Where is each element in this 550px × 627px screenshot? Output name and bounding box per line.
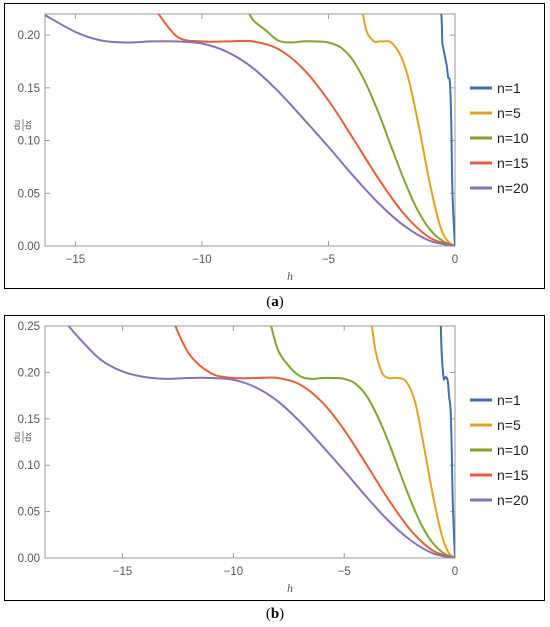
chart-b-xtick-label: 0 bbox=[452, 566, 458, 578]
chart-a-series-line-n=15 bbox=[157, 14, 455, 246]
chart-a-xtick-label: 0 bbox=[452, 254, 458, 266]
chart-a-xtick-label: −10 bbox=[192, 254, 212, 266]
chart-a-ytick-label: 0.00 bbox=[18, 241, 40, 253]
chart-a-y-axis-label: du dx bbox=[12, 119, 33, 131]
chart-a-x-axis-label: h bbox=[287, 269, 293, 283]
chart-b-ytick-label: 0.15 bbox=[18, 414, 40, 426]
chart-b-ytick-label: 0.00 bbox=[18, 553, 40, 565]
chart-b-ytick-label: 0.25 bbox=[18, 321, 40, 333]
chart-panel-b: −15 −10 −5 0 0.00 0.05 0.10 0.15 0.20 0.25 h du dx n=… bbox=[4, 315, 545, 601]
chart-a-ytick-label: 0.05 bbox=[18, 188, 40, 200]
chart-a-y-axis-label-num: du bbox=[12, 120, 22, 130]
chart-b-legend-label: n=20 bbox=[497, 492, 529, 508]
chart-a-legend-label: n=10 bbox=[497, 130, 529, 146]
chart-b-xtick-label: −15 bbox=[113, 566, 133, 578]
chart-b-series-line-n=1 bbox=[439, 326, 455, 558]
chart-b-y-axis-label: du dx bbox=[12, 431, 33, 443]
chart-b-legend-label: n=15 bbox=[497, 467, 529, 483]
chart-b-y-axis-label-num: du bbox=[12, 432, 22, 442]
chart-a-legend-label: n=15 bbox=[497, 155, 529, 171]
chart-a-legend-label: n=1 bbox=[497, 80, 521, 96]
chart-b-series-line-n=20 bbox=[67, 326, 455, 558]
caption-a: (a) bbox=[266, 294, 284, 310]
chart-a-plot-frame bbox=[44, 13, 456, 247]
chart-a-svg: −15 −10 −5 0 0.00 0.05 0.10 0.15 0.20 h du dx n=1 n=5… bbox=[12, 13, 529, 283]
chart-a-series-line-n=20 bbox=[45, 14, 455, 246]
chart-b-x-axis-label: h bbox=[287, 581, 293, 595]
chart-b-ytick-label: 0.10 bbox=[18, 460, 40, 472]
chart-a-legend-label: n=5 bbox=[497, 105, 521, 121]
chart-a-y-axis-label-den: dx bbox=[23, 120, 33, 130]
chart-a-legend-label: n=20 bbox=[497, 180, 529, 196]
chart-b-y-axis-label-den: dx bbox=[23, 432, 33, 442]
chart-a-ytick-label: 0.15 bbox=[18, 83, 40, 95]
chart-b-plot-frame bbox=[44, 325, 456, 559]
chart-b-legend-label: n=1 bbox=[497, 392, 521, 408]
chart-a-series-line-n=5 bbox=[362, 14, 455, 246]
chart-panel-a: −15 −10 −5 0 0.00 0.05 0.10 0.15 0.20 h du dx n=1 n=5… bbox=[4, 3, 545, 289]
chart-b-series-line-n=15 bbox=[174, 326, 455, 558]
chart-a-xtick-label: −15 bbox=[66, 254, 86, 266]
chart-a-ytick-label: 0.10 bbox=[18, 136, 40, 148]
chart-b-legend-label: n=5 bbox=[497, 417, 521, 433]
chart-a-series-group bbox=[45, 14, 455, 246]
chart-a-series-line-n=10 bbox=[248, 14, 455, 246]
chart-a-ytick-label: 0.20 bbox=[18, 30, 40, 42]
chart-a-xtick-label: −5 bbox=[322, 254, 335, 266]
chart-b-ytick-label: 0.20 bbox=[18, 367, 40, 379]
chart-b-svg: −15 −10 −5 0 0.00 0.05 0.10 0.15 0.20 0.25 h du dx n=… bbox=[12, 321, 529, 595]
chart-b-xtick-label: −10 bbox=[224, 566, 244, 578]
chart-b-series-line-n=10 bbox=[270, 326, 455, 558]
chart-b-ytick-label: 0.05 bbox=[18, 507, 40, 519]
chart-b-xtick-label: −5 bbox=[338, 566, 351, 578]
caption-b: (b) bbox=[265, 606, 285, 622]
chart-b-legend-label: n=10 bbox=[497, 442, 529, 458]
chart-a-series-line-n=1 bbox=[440, 14, 455, 246]
chart-b-series-line-n=5 bbox=[370, 326, 455, 558]
chart-b-series-group bbox=[67, 326, 455, 558]
